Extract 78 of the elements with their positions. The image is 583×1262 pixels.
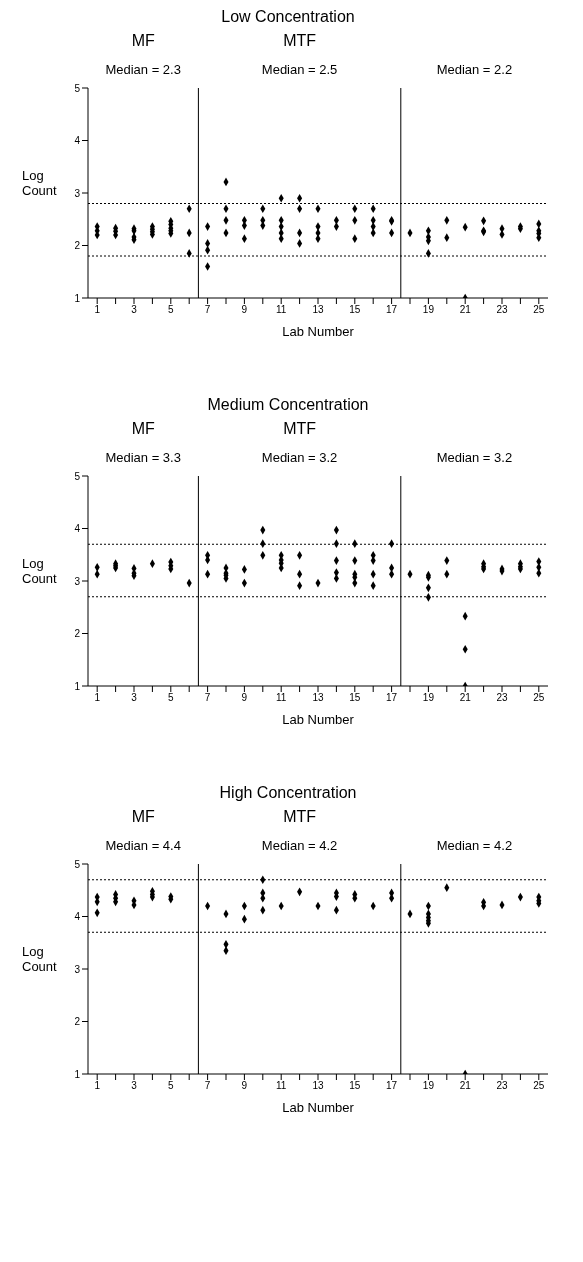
x-tick-label: 1: [94, 304, 101, 316]
y-tick-label: 2: [74, 628, 81, 640]
text: Median = 3.2: [260, 450, 339, 465]
text: MF: [130, 808, 156, 826]
x-tick-label: 13: [312, 692, 324, 704]
text: Median = 4.2: [435, 838, 514, 853]
y-axis-title: Log Count: [22, 944, 58, 974]
x-tick-label: 21: [459, 692, 472, 704]
text: Median = 4.2: [260, 838, 339, 853]
text: MTF: [282, 808, 318, 826]
x-tick-label: 23: [496, 692, 508, 704]
x-tick-label: 13: [312, 304, 324, 316]
x-tick-label: 7: [204, 692, 211, 704]
text: Median = 2.5: [260, 62, 339, 77]
x-tick-label: 23: [496, 1080, 508, 1092]
y-tick-label: 5: [74, 470, 81, 482]
text: Median = 2.2: [435, 62, 514, 77]
x-tick-label: 11: [276, 1080, 287, 1092]
chart-title: Medium Concentration: [206, 396, 370, 414]
text: Median = 2.3: [104, 62, 182, 77]
x-tick-label: 17: [386, 1080, 398, 1092]
y-axis-title: Log Count: [22, 556, 58, 586]
x-tick-label: 3: [131, 692, 138, 704]
text: MF: [130, 420, 156, 438]
y-tick-label: 2: [74, 240, 81, 252]
x-tick-label: 21: [459, 1080, 472, 1092]
x-tick-label: 5: [168, 692, 175, 704]
x-tick-label: 5: [168, 1080, 175, 1092]
x-tick-label: 13: [312, 1080, 324, 1092]
y-tick-label: 5: [74, 82, 81, 94]
chart-title: Low Concentration: [220, 8, 356, 26]
y-tick-label: 3: [74, 575, 81, 587]
y-tick-label: 2: [74, 1016, 81, 1028]
x-tick-label: 17: [386, 304, 398, 316]
x-axis-title: Lab Number: [282, 1100, 355, 1115]
x-tick-label: 9: [241, 1080, 248, 1092]
x-tick-label: 1: [94, 692, 101, 704]
x-tick-label: 1: [94, 1080, 101, 1092]
y-tick-label: 4: [74, 911, 81, 923]
text: Median = 3.2: [435, 450, 514, 465]
x-tick-label: 15: [349, 692, 361, 704]
x-tick-label: 7: [204, 1080, 211, 1092]
x-tick-label: 21: [459, 304, 472, 316]
y-tick-label: 1: [74, 680, 81, 692]
x-tick-label: 19: [422, 1080, 435, 1092]
x-tick-label: 23: [496, 304, 508, 316]
x-tick-label: 19: [422, 692, 435, 704]
text: MTF: [282, 32, 318, 50]
text: Median = 4.4: [104, 838, 182, 853]
x-tick-label: 5: [168, 304, 175, 316]
y-tick-label: 1: [74, 1068, 81, 1080]
text: MF: [130, 32, 156, 50]
y-tick-label: 1: [74, 292, 81, 304]
y-tick-label: 4: [74, 135, 81, 147]
y-tick-label: 4: [74, 523, 81, 535]
x-axis-title: Lab Number: [282, 324, 355, 339]
x-tick-label: 17: [386, 692, 398, 704]
x-tick-label: 15: [349, 304, 361, 316]
x-tick-label: 25: [533, 304, 545, 316]
x-tick-label: 9: [241, 304, 248, 316]
x-tick-label: 19: [422, 304, 435, 316]
x-tick-label: 25: [533, 1080, 545, 1092]
x-tick-label: 3: [131, 304, 138, 316]
x-tick-label: 7: [204, 304, 211, 316]
text: Median = 3.3: [104, 450, 182, 465]
x-tick-label: 15: [349, 1080, 361, 1092]
y-tick-label: 3: [74, 187, 81, 199]
x-axis-title: Lab Number: [282, 712, 355, 727]
y-axis-title: Log Count: [22, 168, 58, 198]
x-tick-label: 3: [131, 1080, 138, 1092]
text: MTF: [282, 420, 318, 438]
y-tick-label: 3: [74, 963, 81, 975]
x-tick-label: 25: [533, 692, 545, 704]
y-tick-label: 5: [74, 858, 81, 870]
chart-title: High Concentration: [218, 784, 358, 802]
x-tick-label: 11: [276, 304, 287, 316]
x-tick-label: 9: [241, 692, 248, 704]
x-tick-label: 11: [276, 692, 287, 704]
